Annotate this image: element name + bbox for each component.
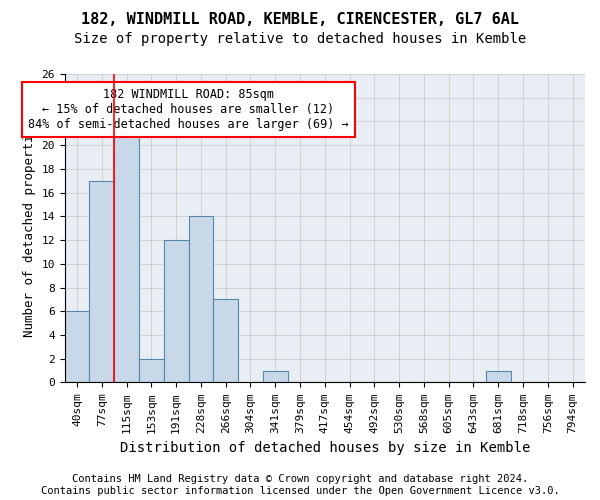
Y-axis label: Number of detached properties: Number of detached properties bbox=[23, 120, 36, 337]
Bar bbox=[486, 370, 511, 382]
Text: Size of property relative to detached houses in Kemble: Size of property relative to detached ho… bbox=[74, 32, 526, 46]
Bar bbox=[263, 370, 287, 382]
Text: Contains public sector information licensed under the Open Government Licence v3: Contains public sector information licen… bbox=[41, 486, 559, 496]
Bar bbox=[164, 240, 188, 382]
Bar bbox=[65, 312, 89, 382]
Text: Contains HM Land Registry data © Crown copyright and database right 2024.: Contains HM Land Registry data © Crown c… bbox=[72, 474, 528, 484]
Bar bbox=[213, 300, 238, 382]
Bar bbox=[139, 358, 164, 382]
Text: 182, WINDMILL ROAD, KEMBLE, CIRENCESTER, GL7 6AL: 182, WINDMILL ROAD, KEMBLE, CIRENCESTER,… bbox=[81, 12, 519, 28]
X-axis label: Distribution of detached houses by size in Kemble: Distribution of detached houses by size … bbox=[119, 441, 530, 455]
Bar bbox=[188, 216, 213, 382]
Text: 182 WINDMILL ROAD: 85sqm
← 15% of detached houses are smaller (12)
84% of semi-d: 182 WINDMILL ROAD: 85sqm ← 15% of detach… bbox=[28, 88, 349, 131]
Bar bbox=[114, 122, 139, 382]
Bar bbox=[89, 181, 114, 382]
